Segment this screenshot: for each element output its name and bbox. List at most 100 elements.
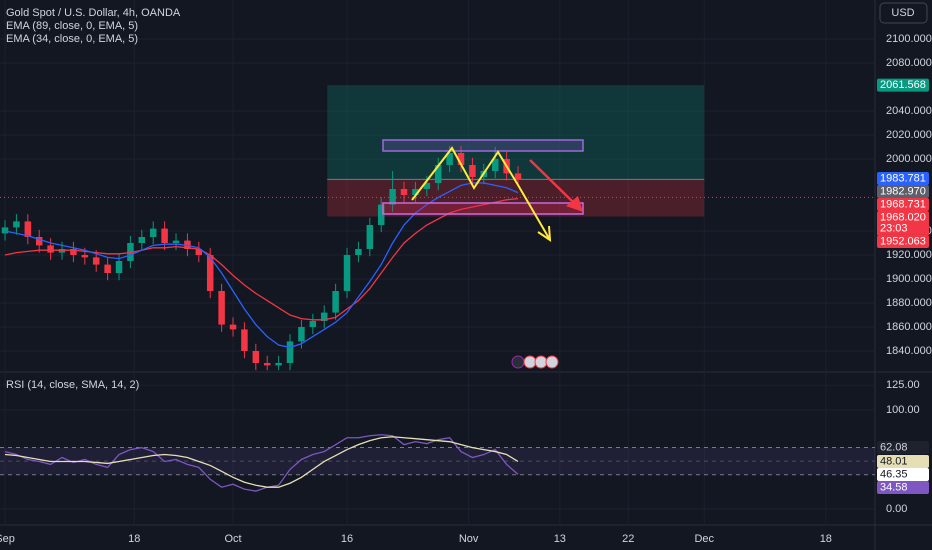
candle-body — [377, 204, 385, 225]
candle-body — [400, 189, 408, 195]
x-tick-label: Oct — [224, 533, 241, 545]
price-marker-label: 1952.063 — [880, 235, 926, 247]
x-tick-label: 18 — [128, 533, 140, 545]
candle-body — [389, 189, 396, 205]
candle-body — [70, 249, 77, 255]
currency-label[interactable]: USD — [891, 7, 914, 19]
y-tick-label: 2100.000 — [886, 33, 932, 45]
y-tick-label: 2020.000 — [886, 129, 932, 141]
red-arrow — [529, 159, 576, 205]
price-marker — [877, 467, 929, 481]
support-box — [382, 202, 584, 215]
x-tick-label: Dec — [694, 533, 714, 545]
background-layer — [0, 0, 875, 525]
resistance-box — [382, 139, 584, 152]
candle-body — [24, 221, 32, 237]
price-marker — [877, 197, 929, 211]
price-marker — [877, 454, 929, 468]
price-marker — [877, 480, 929, 494]
candle-body — [332, 291, 339, 313]
event-icon[interactable] — [511, 355, 525, 369]
price-marker-label: 1968.731 — [880, 198, 926, 210]
y-tick-label: 1840.000 — [886, 345, 932, 357]
candle-body — [275, 363, 282, 366]
target-zone — [327, 85, 705, 180]
y-tick-label: 0.00 — [886, 503, 907, 515]
candle-body — [514, 173, 522, 180]
candle-body — [298, 327, 305, 342]
candle-body — [252, 351, 260, 363]
event-icons[interactable] — [511, 355, 559, 369]
event-icon[interactable] — [523, 355, 537, 369]
double-top-pattern — [411, 146, 551, 241]
candle-body — [218, 291, 225, 325]
price-marker-label: 62.08 — [880, 441, 908, 453]
price-marker-label: 1982.970 — [880, 185, 926, 197]
candle-body — [172, 240, 180, 243]
red-arrow-head — [566, 196, 583, 212]
candle-body — [355, 249, 362, 255]
candle-body — [81, 255, 89, 258]
price-marker-label: 46.35 — [880, 468, 908, 480]
candle-body — [423, 183, 431, 189]
x-tick-label: 18 — [820, 533, 832, 545]
y-tick-label: 2040.000 — [886, 105, 932, 117]
y-tick-label: 2080.000 — [886, 57, 932, 69]
candle-body — [457, 153, 465, 165]
candle-body — [35, 237, 43, 246]
candle-body — [13, 221, 20, 228]
candle-body — [47, 245, 54, 253]
x-tick-label: 22 — [622, 533, 634, 545]
candle-body — [241, 329, 248, 351]
y-tick-label: 100.00 — [886, 404, 920, 416]
pattern-arrow-head — [537, 225, 552, 242]
candle-body — [138, 237, 146, 243]
y-tick-label: 1920.000 — [886, 249, 932, 261]
rsi-legend: RSI (14, close, SMA, 14, 2) — [6, 379, 139, 391]
indicator-line — [4, 436, 519, 488]
y-tick-label: 125.00 — [886, 379, 920, 391]
symbol-legend: Gold Spot / U.S. Dollar, 4h, OANDA — [6, 7, 181, 19]
candle-body — [469, 165, 476, 177]
price-marker-label: 48.01 — [880, 455, 908, 467]
candle-body — [446, 153, 453, 165]
candle-body — [320, 312, 328, 321]
candle-body — [195, 249, 203, 255]
ema-legend: EMA (89, close, 0, EMA, 5) — [6, 20, 138, 32]
candle-body — [286, 341, 294, 363]
countdown-marker — [877, 221, 929, 235]
x-tick-label: Nov — [459, 533, 479, 545]
candle-body — [115, 261, 123, 273]
x-tick-label: Sep — [0, 533, 15, 545]
candle-body — [161, 228, 168, 243]
y-tick-label: 1860.000 — [886, 321, 932, 333]
price-marker — [877, 210, 929, 224]
candle-body — [92, 257, 100, 265]
indicator-line — [4, 182, 519, 349]
price-marker — [877, 234, 929, 248]
event-icon[interactable] — [545, 355, 559, 369]
price-marker-label: 2061.568 — [880, 79, 926, 91]
candle-body — [263, 363, 271, 366]
currency-button[interactable] — [879, 2, 928, 24]
x-tick-label: 13 — [554, 533, 566, 545]
y-tick-label: 1900.000 — [886, 273, 932, 285]
candle-body — [149, 228, 157, 237]
candle-body — [229, 324, 237, 330]
countdown-label: 23:03 — [880, 222, 908, 234]
candle-body — [309, 321, 317, 327]
candle-body — [206, 255, 214, 291]
x-tick-label: 16 — [341, 533, 353, 545]
price-marker — [877, 78, 929, 92]
ema-legend: EMA (34, close, 0, EMA, 5) — [6, 33, 138, 45]
price-marker — [877, 171, 929, 185]
candle-body — [491, 159, 499, 171]
price-marker-label: 34.58 — [880, 481, 908, 493]
drawings — [382, 139, 584, 369]
price-marker — [877, 184, 929, 198]
event-icon[interactable] — [534, 355, 548, 369]
candle-body — [366, 225, 374, 249]
